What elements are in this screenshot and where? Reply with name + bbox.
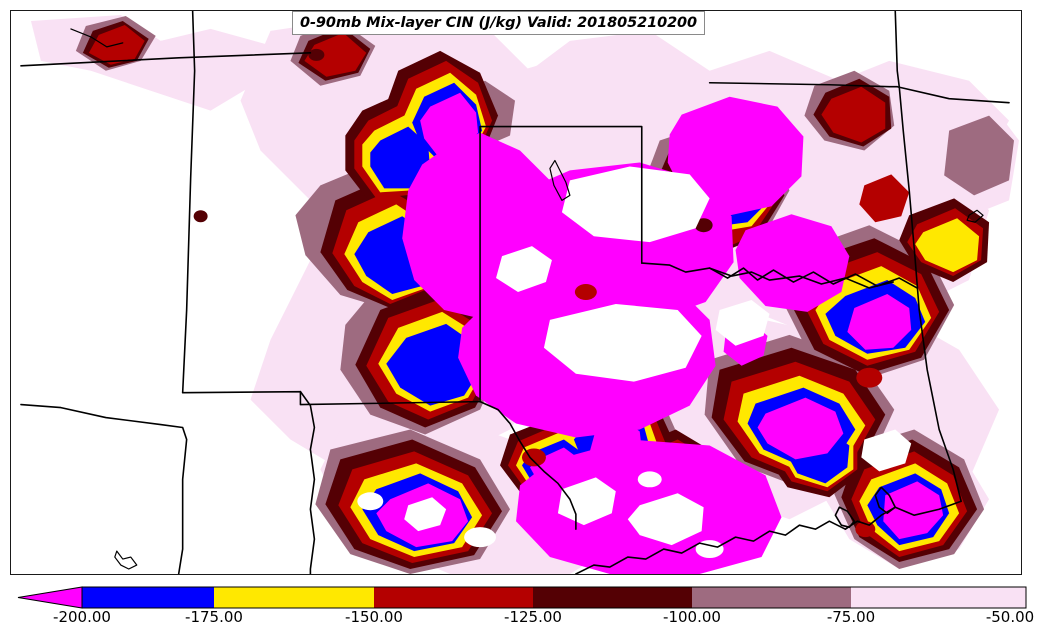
- colorbar-tick-label-5: -75.00: [826, 608, 876, 626]
- map-title-text: 0-90mb Mix-layer CIN (J/kg) Valid: 20180…: [300, 15, 698, 31]
- colorbar: -200.00 -175.00 -150.00 -125.00 -100.00 …: [0, 585, 1044, 633]
- contour-inner-cores: [193, 48, 883, 559]
- contour-holes: [404, 166, 912, 546]
- colorbar-band-blue: [82, 587, 214, 608]
- colorbar-band-red: [374, 587, 533, 608]
- colorbar-outline: [81, 586, 1027, 609]
- colorbar-tick-label-2: -150.00: [345, 608, 403, 626]
- map-canvas: [11, 11, 1021, 574]
- colorbar-band-mauve: [692, 587, 851, 608]
- colorbar-tick-label-4: -100.00: [663, 608, 721, 626]
- colorbar-tick-label-3: -125.00: [504, 608, 562, 626]
- colorbar-band-lightpink: [851, 587, 1026, 608]
- colorbar-band-yellow: [214, 587, 374, 608]
- map-title-box: 0-90mb Mix-layer CIN (J/kg) Valid: 20180…: [292, 11, 706, 35]
- colorbar-swatches: [17, 586, 1027, 609]
- colorbar-tick-label-1: -175.00: [185, 608, 243, 626]
- colorbar-tick-label-6: -50.00: [985, 608, 1035, 626]
- colorbar-tick-label-0: -200.00: [53, 608, 111, 626]
- map-panel: [10, 10, 1022, 575]
- colorbar-extend-arrow-min: [17, 586, 83, 609]
- map-borders: [20, 11, 1010, 574]
- colorbar-band-maroon: [533, 587, 692, 608]
